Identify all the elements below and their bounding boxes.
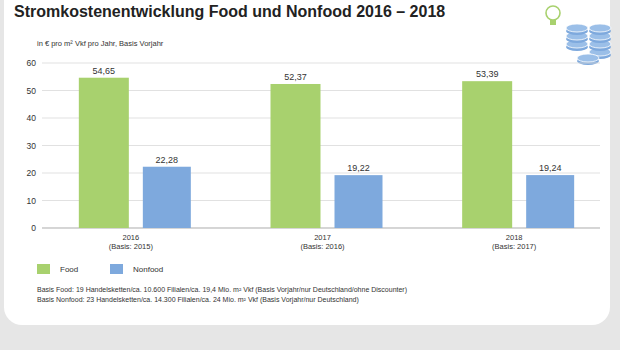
data-label: 54,65 [93,66,116,76]
note: Basis Food: 19 Handelsketten/ca. 10.600 … [37,286,407,294]
icon-coin [577,54,599,62]
x-axis: 2016(Basis: 2015)2017(Basis: 2016)2018(B… [109,233,537,251]
bar [526,175,574,228]
tick-label: 10 [27,196,37,206]
category-label: 2017(Basis: 2016) [300,233,345,251]
tick-label: 40 [27,113,37,123]
legend: Food Nonfood [37,264,163,274]
icon-bulb-base [550,20,556,25]
category-label-line: (Basis: 2017) [492,242,537,251]
data-labels: 54,65 52,37 53,39 22,28 19,22 19,24 [93,66,562,173]
note: Basis Nonfood: 23 Handelsketten/ca. 14.3… [37,296,359,304]
category-label-line: 2018 [506,233,523,242]
data-label: 53,39 [476,69,499,79]
data-label: 52,37 [284,72,307,82]
title: Stromkostenentwicklung Food und Nonfood … [14,3,445,20]
y-axis: 0 10 20 30 40 50 60 [27,58,600,233]
data-label: 19,24 [539,163,562,173]
icon [546,6,611,65]
category-label: 2016(Basis: 2015) [109,233,154,251]
card [4,0,610,325]
icon-coin [566,24,588,32]
tick-label: 30 [27,141,37,151]
icon-coin [589,24,611,32]
category-label-line: (Basis: 2015) [109,242,154,251]
tick-label: 50 [27,86,37,96]
data-label: 22,28 [156,155,179,165]
tick-label: 20 [27,168,37,178]
legend-label: Food [60,265,78,274]
grid-line [42,63,600,64]
tick-label: 60 [27,58,37,68]
bar [462,81,512,228]
bar [79,78,129,228]
category-label-line: 2016 [122,233,139,242]
category-label-line: 2017 [314,233,331,242]
legend-label: Nonfood [133,265,163,274]
data-label: 19,22 [347,163,370,173]
tick-label: 0 [31,223,36,233]
category-label: 2018(Basis: 2017) [492,233,537,251]
bar [143,167,191,228]
category-label-line: (Basis: 2016) [300,242,345,251]
bar [335,175,383,228]
legend-swatch [37,264,50,274]
chart: Stromkostenentwicklung Food und Nonfood … [0,0,620,350]
subtitle: in € pro m² Vkf pro Jahr, Basis Vorjahr [37,39,164,48]
bars [79,78,574,228]
bar [271,84,321,228]
legend-swatch [110,264,123,274]
icon-bulb [546,6,560,20]
